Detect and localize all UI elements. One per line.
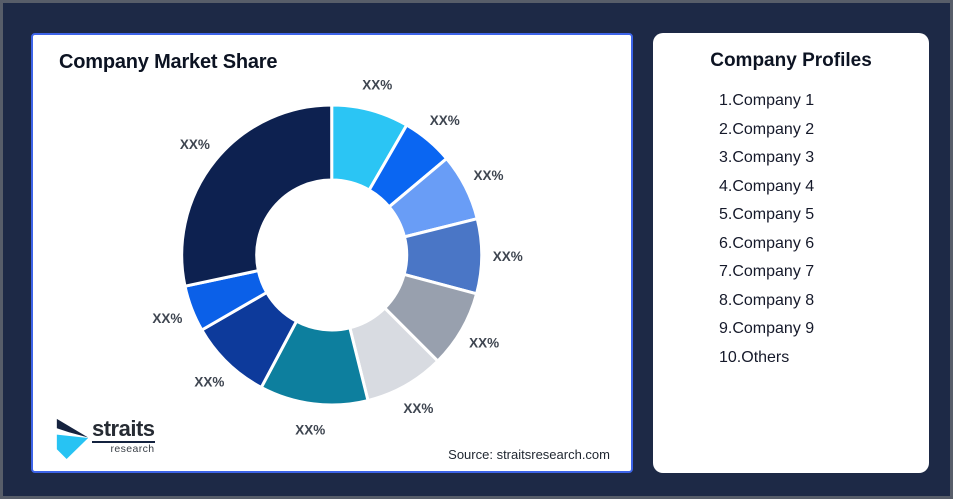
company-list-item: 10.Others [719, 348, 790, 366]
company-profiles-card: Company Profiles 1.Company 1 2.Company 2 3… [653, 33, 929, 473]
company-list-item: 1.Company 1 [719, 92, 815, 109]
segment-label: XX% [152, 311, 182, 326]
market-share-card: Company Market Share XX% XX% XX% XX% XX% XX% X… [31, 33, 633, 473]
company-list-item: 2.Company 2 [719, 120, 815, 138]
segment-label: XX% [493, 249, 523, 264]
logo-wordmark-block: straits research [92, 418, 155, 456]
segment-label: XX% [180, 137, 210, 152]
segment-label: XX% [473, 168, 503, 183]
segment-label: XX% [295, 422, 325, 437]
donut-segment [180, 103, 334, 288]
profiles-title: Company Profiles [710, 50, 872, 71]
company-list-item: 7.Company 7 [719, 263, 815, 280]
straits-logo: straits research [53, 416, 155, 460]
company-list: 1.Company 1 2.Company 2 3.Company 3 4.Compa… [719, 87, 814, 372]
company-list-item: 9.Company 9 [719, 320, 815, 337]
company-list-item: 8.Company 8 [719, 291, 815, 309]
segment-label: XX% [430, 113, 460, 128]
straits-logo-icon [56, 418, 89, 460]
chart-title: Company Market Share [59, 51, 278, 73]
segment-label: XX% [469, 336, 499, 351]
donut-chart: XX% XX% XX% XX% XX% XX% XX% XX% XX% XX% [152, 78, 523, 438]
company-list-item: 6.Company 6 [719, 234, 815, 252]
logo-wordmark: straits [92, 416, 155, 443]
company-list-item: 4.Company 4 [719, 177, 815, 195]
source-text: Source: straitsresearch.com [448, 447, 610, 462]
company-list-item: 5.Company 5 [719, 206, 815, 223]
segment-label: XX% [194, 374, 224, 389]
segment-label: XX% [403, 401, 433, 416]
logo-subtext: research [110, 443, 155, 455]
company-list-item: 3.Company 3 [719, 149, 815, 166]
segment-label: XX% [362, 78, 392, 93]
